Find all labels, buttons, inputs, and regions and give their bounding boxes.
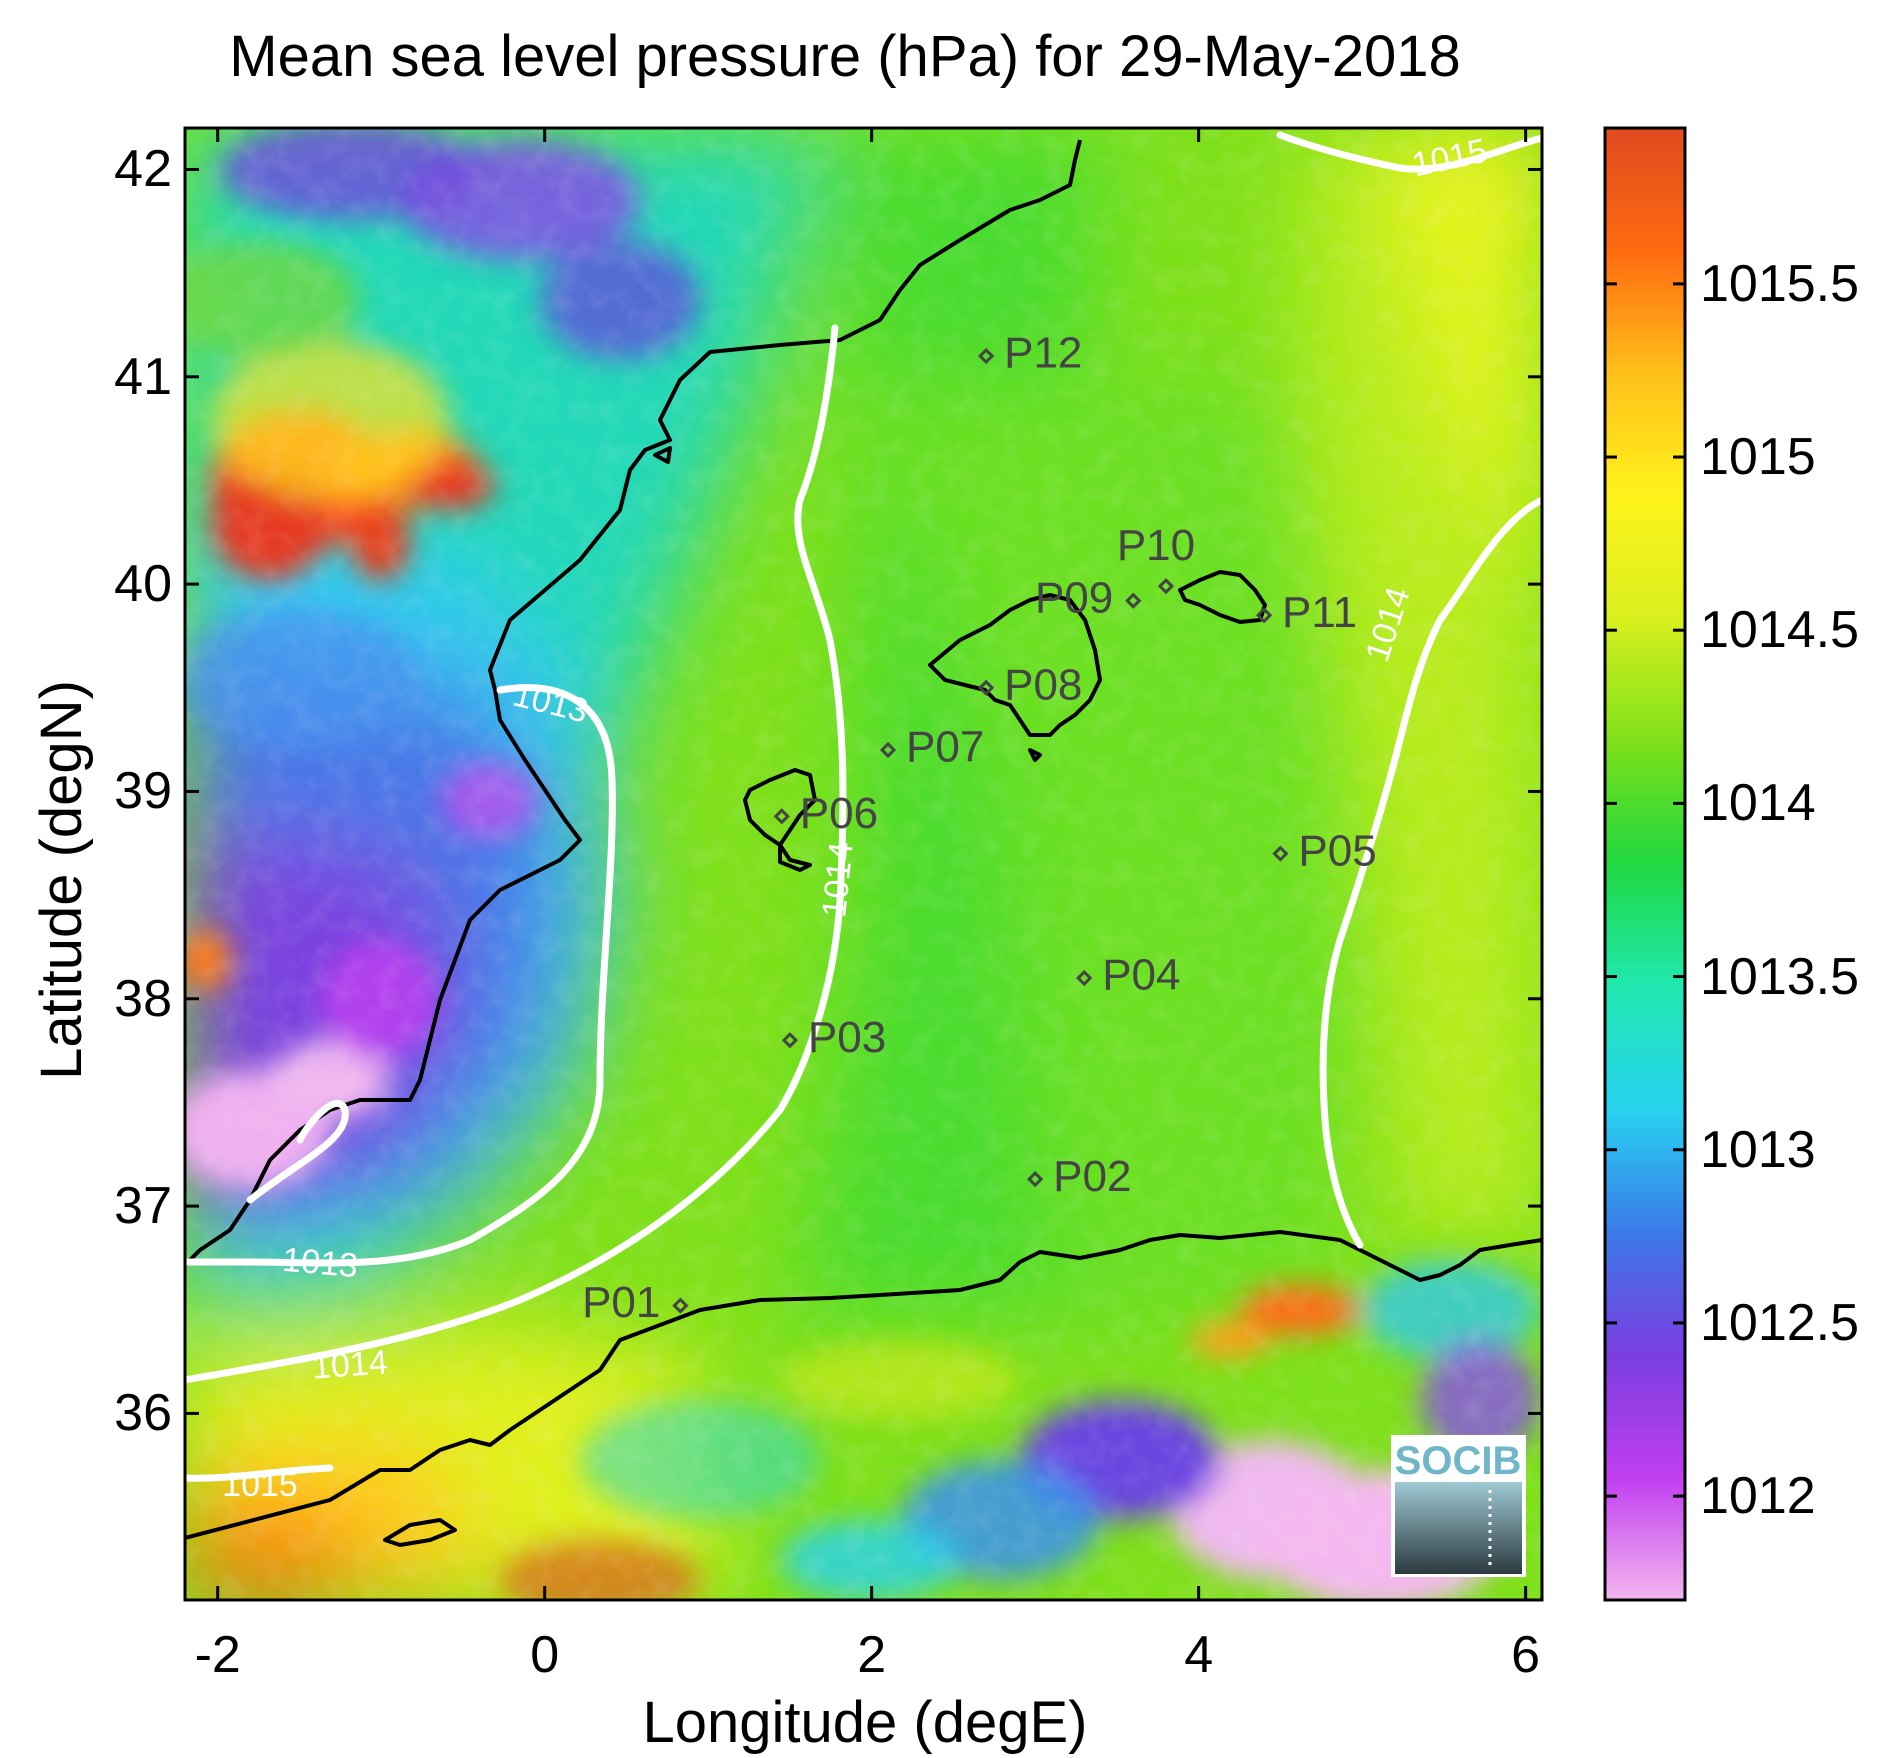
station-marker-icon [977,679,995,696]
station-marker-icon [1255,607,1273,624]
station-marker-icon [773,808,790,825]
station-label: P07 [906,723,984,772]
socib-logo: SOCIB [1391,1435,1526,1577]
station-label: P01 [582,1278,660,1327]
y-tick-label: 42 [114,140,172,199]
station-marker-icon [1157,578,1175,595]
station-marker-icon [1125,592,1142,609]
station-marker-icon [1272,845,1289,862]
station-label: P06 [800,789,878,838]
isobar-label: 1014 [311,1343,389,1386]
x-tick-label: 6 [1511,1626,1541,1684]
station-label: P12 [1004,329,1082,378]
isobar-label: 1014 [815,840,861,919]
x-tick-label: 4 [1184,1626,1214,1684]
station-label: P11 [1282,588,1357,637]
station-label: P05 [1298,826,1376,875]
isobar-lines [185,131,1542,1482]
colorbar-tick-label: 1014.5 [1700,601,1860,660]
x-tick-label: 2 [857,1626,887,1684]
colorbar-tick-label: 1015.5 [1700,254,1860,313]
colorbar-tick-label: 1014 [1700,774,1816,833]
x-axis-label: Longitude (degE) [642,1690,1088,1755]
y-tick-label: 38 [114,969,172,1028]
station-p05: P05 [1272,826,1377,875]
station-p06: P06 [773,789,878,838]
y-tick-label: 39 [114,762,172,821]
station-p09: P09 [1035,573,1142,622]
station-marker-icon [781,1032,799,1049]
x-tick-label: 0 [530,1626,560,1684]
colorbar-tick-label: 1012.5 [1700,1293,1860,1352]
colorbar-tick-label: 1013 [1700,1120,1816,1179]
y-axis-label: Latitude (degN) [29,680,94,1080]
y-tick-label: 36 [114,1384,172,1443]
isobar-label: 1015 [222,1466,298,1504]
y-tick-label: 37 [114,1177,172,1236]
station-p11: P11 [1255,588,1357,637]
station-label: P09 [1035,573,1113,622]
station-marker-icon [1076,969,1093,987]
station-p04: P04 [1076,951,1181,1000]
station-label: P04 [1102,951,1180,1000]
colorbar-tick-label: 1012 [1700,1467,1816,1526]
axis-ticks [185,128,1542,1600]
station-p02: P02 [1027,1152,1131,1201]
colorbar [1603,126,1687,1602]
station-p10: P10 [1117,521,1195,595]
y-tick-label: 41 [114,347,172,406]
station-marker-icon [672,1297,689,1314]
colorbar-tick-label: 1013.5 [1700,947,1860,1006]
station-p08: P08 [977,660,1082,709]
y-tick-label: 40 [114,555,172,614]
station-p03: P03 [781,1013,886,1062]
colorbar-tick-label: 1015 [1700,428,1816,487]
station-marker-icon [1027,1171,1044,1188]
station-p12: P12 [977,329,1082,378]
station-marker-icon [977,347,995,365]
station-label: P02 [1053,1152,1131,1201]
map-title: Mean sea level pressure (hPa) for 29-May… [229,24,1461,89]
plot-frame [183,126,1544,1602]
socib-logo-text: SOCIB [1395,1439,1522,1483]
station-p07: P07 [879,723,984,772]
station-label: P08 [1004,660,1082,709]
station-marker-icon [879,741,897,759]
station-p01: P01 [582,1278,689,1327]
station-label: P03 [808,1013,886,1062]
station-label: P10 [1117,521,1195,570]
x-tick-label: -2 [194,1626,241,1684]
isobar-label: 1013 [281,1241,360,1285]
